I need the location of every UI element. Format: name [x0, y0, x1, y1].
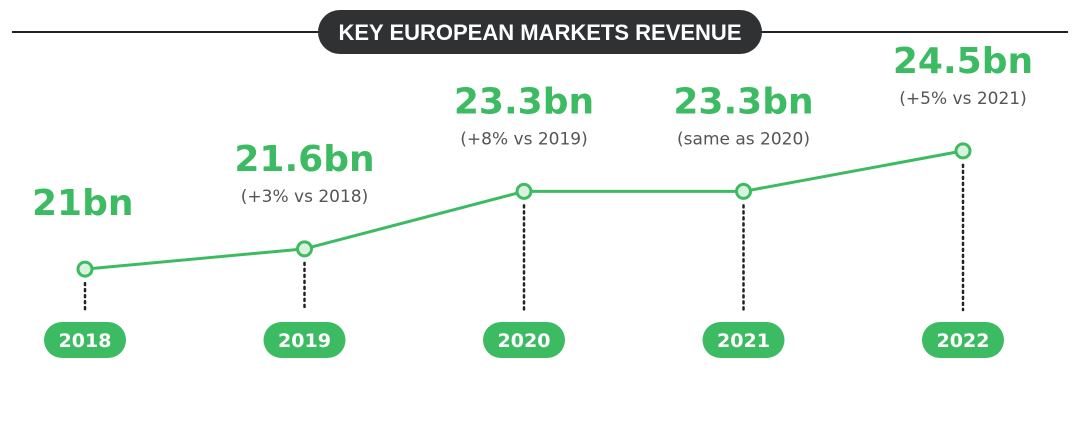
value-label-2018: 21bn — [32, 183, 134, 224]
value-label-2022: 24.5bn — [893, 41, 1033, 82]
year-pill-2019 — [263, 322, 346, 358]
value-label-2021: 23.3bn — [673, 81, 813, 122]
data-point-2019 — [296, 240, 313, 258]
year-label-2020: 2020 — [498, 330, 551, 352]
value-label-2020: 23.3bn — [454, 81, 594, 122]
value-label-2019: 21.6bn — [234, 139, 374, 180]
year-pill-2022 — [922, 322, 1004, 358]
annotation-2020: (+8% vs 2019) — [460, 129, 587, 149]
year-label-2019: 2019 — [278, 330, 331, 352]
data-point-2020 — [515, 182, 533, 200]
data-point-2018 — [76, 260, 94, 278]
year-label-2018: 2018 — [59, 330, 112, 352]
year-pill-2021 — [702, 322, 785, 358]
year-label-2022: 2022 — [937, 330, 990, 352]
annotation-2019: (+3% vs 2018) — [241, 187, 368, 207]
chart-title: KEY EUROPEAN MARKETS REVENUE — [339, 20, 742, 45]
annotation-2021: (same as 2020) — [677, 129, 810, 149]
chart-title-pill — [318, 10, 762, 54]
year-pill-2018 — [44, 322, 126, 358]
data-point-2022 — [954, 142, 972, 160]
annotation-2022: (+5% vs 2021) — [899, 89, 1026, 109]
data-point-2021 — [735, 182, 752, 200]
year-pill-2020 — [483, 322, 565, 358]
year-label-2021: 2021 — [717, 330, 770, 352]
chart-marks: 21bn 2018 21.6bn (+3% vs 2018) 2019 23.3bn (+8… — [32, 41, 1033, 358]
series-line — [84, 149, 964, 271]
